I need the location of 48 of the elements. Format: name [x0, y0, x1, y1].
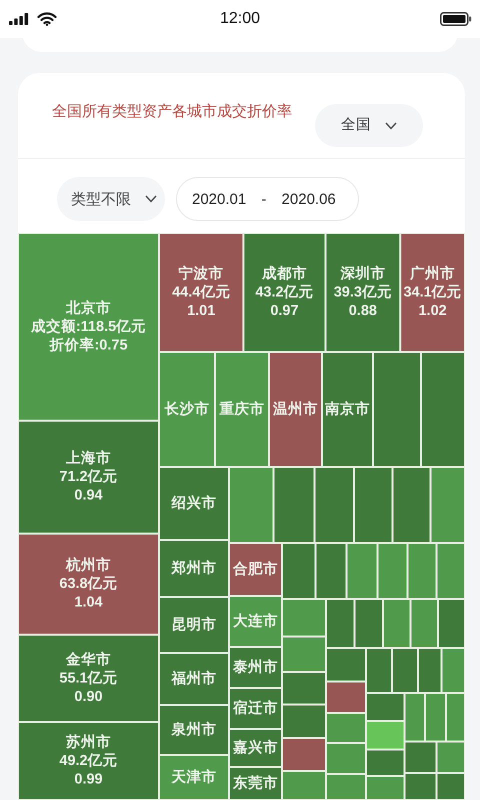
category-label: 宿迁市 — [232, 698, 278, 716]
data-label: 0.99 — [74, 772, 103, 788]
dropdown[interactable]: 类型不限 — [57, 177, 165, 221]
data-label: 34.1亿元 — [403, 284, 462, 300]
data-label: 1.02 — [418, 303, 447, 319]
text: 全国所有类型资产各城市成交折价率 — [52, 103, 292, 120]
dropdown[interactable]: 全国 — [315, 104, 423, 147]
data-label: 39.3亿元 — [334, 284, 392, 300]
category-label: 宁波市 — [178, 264, 224, 282]
category-label: 北京市 — [65, 298, 111, 316]
data-label: 成交额:118.5亿元 — [30, 316, 146, 335]
data-label: 55.1亿元 — [59, 669, 118, 686]
category-label: 大连市 — [233, 612, 278, 630]
data-label: 0.94 — [74, 488, 103, 504]
data-label: 0.88 — [348, 303, 377, 319]
category-label: 郑州市 — [170, 558, 216, 576]
data-label: 折价率:0.75 — [48, 335, 128, 354]
category-label: 苏州市 — [65, 732, 111, 751]
category-label: 金华市 — [65, 650, 111, 668]
category-label: 泉州市 — [170, 720, 216, 738]
data-label: 71.2亿元 — [59, 468, 118, 486]
data-label: 43.2亿元 — [255, 284, 314, 300]
category-label: 合肥市 — [232, 560, 278, 578]
date-range-field[interactable]: 2020.01 - 2020.06 — [176, 177, 359, 221]
category-label: 福州市 — [170, 669, 216, 687]
category-label: 昆明市 — [172, 615, 216, 633]
data-label: 0.90 — [74, 688, 103, 705]
category-label: 东莞市 — [232, 774, 278, 792]
category-label: 绍兴市 — [170, 494, 216, 512]
category-label: 温州市 — [272, 400, 318, 418]
category-label: 泰州市 — [232, 658, 278, 676]
category-label: 南京市 — [324, 400, 370, 418]
category-label: 天津市 — [170, 768, 216, 786]
category-label: 广州市 — [409, 264, 456, 282]
data-label: 44.4亿元 — [172, 284, 230, 300]
category-label: 嘉兴市 — [233, 738, 278, 756]
text: 12:00 — [220, 10, 260, 27]
data-label: 63.8亿元 — [59, 575, 118, 592]
category-label: 长沙市 — [164, 400, 210, 418]
data-label: 49.2亿元 — [59, 752, 118, 770]
data-label: 0.97 — [270, 303, 299, 319]
category-label: 成都市 — [260, 264, 307, 282]
category-label: 重庆市 — [218, 400, 264, 418]
data-label: 1.04 — [74, 594, 103, 611]
category-label: 杭州市 — [65, 556, 111, 574]
category-label: 上海市 — [65, 448, 111, 467]
category-label: 深圳市 — [339, 264, 386, 282]
data-label: 1.01 — [187, 303, 216, 319]
